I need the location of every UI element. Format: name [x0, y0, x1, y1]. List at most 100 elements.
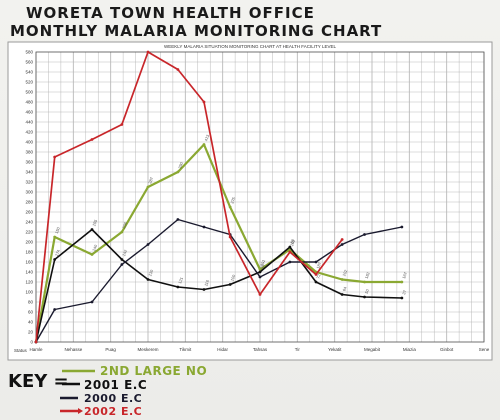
data-point — [53, 235, 57, 239]
data-label: 287 — [147, 176, 154, 185]
x-tick-label: Hidar — [217, 347, 228, 352]
data-point — [146, 278, 150, 281]
data-label: 142 — [121, 248, 128, 257]
data-label: 100 — [229, 273, 236, 282]
chart-title: WEEKLY MALARIA SITUATION MONITORING CHAR… — [164, 44, 336, 49]
data-point — [340, 243, 344, 246]
x-tick-label: Yekatit — [328, 347, 342, 352]
data-point — [228, 235, 232, 239]
data-point — [288, 250, 292, 254]
y-tick-label: 240 — [25, 220, 33, 225]
data-point — [314, 260, 318, 264]
data-point — [120, 123, 124, 126]
y-tick-label: 100 — [25, 290, 33, 295]
y-tick-label: 160 — [25, 260, 33, 265]
y-tick-label: 540 — [25, 70, 33, 75]
data-point — [228, 205, 232, 209]
data-point — [288, 245, 292, 249]
data-label: 174 — [54, 248, 61, 257]
data-point — [258, 270, 262, 274]
data-point — [288, 260, 292, 264]
plot-frame — [35, 51, 485, 343]
data-point — [34, 340, 38, 344]
data-label: 167 — [401, 271, 408, 280]
data-point — [176, 68, 180, 71]
data-label: 116 — [203, 278, 210, 286]
data-point — [340, 238, 344, 241]
x-tick-label: Tikmit — [179, 347, 192, 352]
poster-title-line-1: WORETA TOWN HEALTH OFFICE — [26, 4, 315, 22]
data-label: 80 — [289, 238, 295, 245]
data-label: 240 — [91, 243, 98, 252]
series-line — [35, 51, 343, 343]
y-tick-label: 500 — [25, 90, 33, 95]
data-point — [53, 155, 57, 159]
data-point — [146, 50, 150, 54]
data-label: 226 — [121, 221, 128, 230]
legend-label: 2001 E.C — [84, 378, 147, 392]
data-point — [53, 258, 57, 261]
data-point — [120, 230, 124, 234]
data-label: 291 — [259, 258, 266, 267]
data-label: 121 — [177, 276, 184, 285]
y-tick-label: 180 — [25, 250, 33, 255]
y-tick-label: 0 — [30, 340, 33, 345]
x-tick-label: Puag — [105, 347, 116, 352]
data-label: 201 — [289, 238, 296, 247]
y-tick-label: 380 — [25, 150, 33, 155]
legend-label: 2002 E.C — [84, 405, 142, 418]
data-point — [146, 185, 150, 189]
data-label: 182 — [364, 271, 371, 280]
y-tick-label: 20 — [28, 330, 34, 335]
y-tick-label: 400 — [25, 140, 33, 145]
x-tick-label: Tahsas — [253, 347, 268, 352]
data-point — [258, 275, 262, 279]
data-point — [146, 243, 150, 246]
series-line — [35, 228, 402, 343]
data-point — [90, 228, 94, 231]
legend-arrow-head — [78, 408, 83, 414]
data-point — [176, 170, 180, 174]
data-point — [400, 225, 404, 229]
data-label: 93 — [259, 263, 265, 270]
series-line — [35, 218, 403, 343]
data-point — [202, 143, 206, 146]
data-point — [176, 218, 180, 221]
chart-grid — [35, 51, 485, 343]
data-labels: 150 240 226 287 390 413 375 291 201 187 202 182 167 1… — [54, 133, 408, 295]
y-tick-label: 200 — [25, 240, 33, 245]
series-lines — [34, 50, 404, 344]
y-tick-label: 60 — [28, 310, 34, 315]
legend-key-label: KEY = — [8, 371, 69, 392]
x-tick-label: Hamle — [29, 347, 43, 352]
series-line — [34, 143, 402, 343]
y-tick-label: 280 — [25, 200, 33, 205]
data-label: 155 — [91, 218, 98, 227]
x-tick-label: Tir — [295, 347, 301, 352]
y-tick-label: 40 — [28, 320, 34, 325]
x-tick-label: Ginbot — [440, 347, 454, 352]
y-tick-label: 340 — [25, 170, 33, 175]
legend-label: 2000 E.C — [84, 392, 142, 405]
y-axis-title: Status — [14, 348, 28, 353]
y-tick-label: 140 — [25, 270, 33, 275]
data-point — [400, 296, 404, 300]
x-tick-label: Nehasse — [64, 347, 82, 352]
y-tick-label: 420 — [25, 130, 33, 135]
legend-label: 2ND LARGE NO — [100, 364, 207, 378]
data-point — [340, 293, 344, 296]
data-label: 150 — [54, 226, 61, 235]
data-label: 64 — [341, 285, 347, 292]
data-label: 50 — [364, 288, 370, 295]
data-label: 130 — [147, 268, 154, 277]
data-point — [363, 233, 366, 236]
data-label: 187 — [315, 261, 322, 270]
data-point — [340, 278, 344, 281]
data-point — [90, 253, 94, 256]
data-point — [53, 308, 57, 311]
data-label: 375 — [229, 196, 236, 205]
y-tick-labels: 0 20 40 60 80 100 120 140 160 180 200 220 240 260 280 3… — [25, 50, 33, 345]
data-point — [120, 258, 124, 261]
